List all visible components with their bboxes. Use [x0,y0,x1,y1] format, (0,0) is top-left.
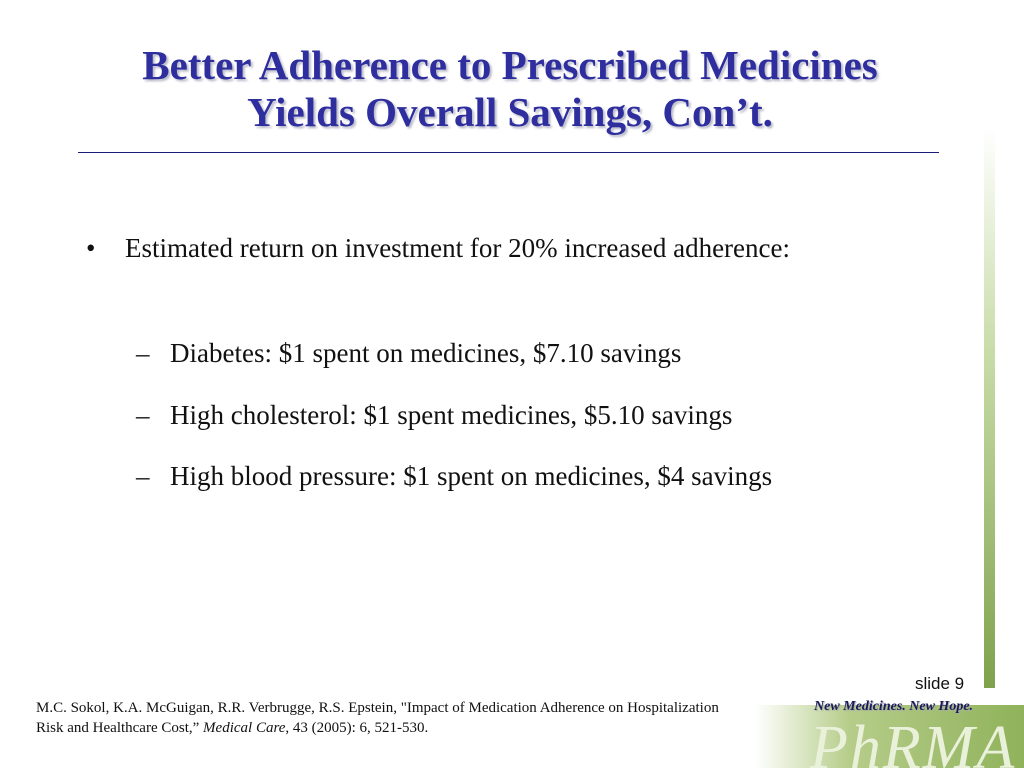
logo-text: PhRMA [810,714,1017,768]
tagline: New Medicines. New Hope. [814,699,974,714]
bullet: • Estimated return on investment for 20%… [86,226,846,270]
sub-bullet: – Diabetes: $1 spent on medicines, $7.10 … [136,331,681,375]
sub-bullet: – High cholesterol: $1 spent medicines, $… [136,393,732,437]
bullet-text: Estimated return on investment for 20% i… [125,233,790,263]
sub-bullet: – High blood pressure: $1 spent on medici… [136,454,772,498]
title-line: Better Adherence to Prescribed Medicines [142,42,878,88]
logo: PhRMA [755,705,1024,768]
dash: – [136,400,150,430]
dash: – [136,461,150,491]
sub-bullet-text: High cholesterol: $1 spent medicines, $5… [170,400,733,430]
slide-title: Better Adherence to Prescribed Medicines… [40,42,980,136]
citation-text: , 43 (2005): 6, 521-530. [285,720,429,736]
sub-bullet-text: High blood pressure: $1 spent on medicin… [170,461,773,491]
title-line: Yields Overall Savings, Con’t. [247,89,773,135]
citation-journal: Medical Care [203,720,286,736]
citation-text: M.C. Sokol, K.A. McGuigan, R.R. Verbrugg… [36,700,719,736]
bullet-marker: • [86,233,96,263]
slide-number: slide 9 [915,674,965,693]
dash: – [136,338,150,368]
side-bar [984,128,995,688]
citation: M.C. Sokol, K.A. McGuigan, R.R. Verbrugg… [36,698,726,738]
sub-bullet-text: Diabetes: $1 spent on medicines, $7.10 s… [170,338,682,368]
title-rule [78,152,939,153]
